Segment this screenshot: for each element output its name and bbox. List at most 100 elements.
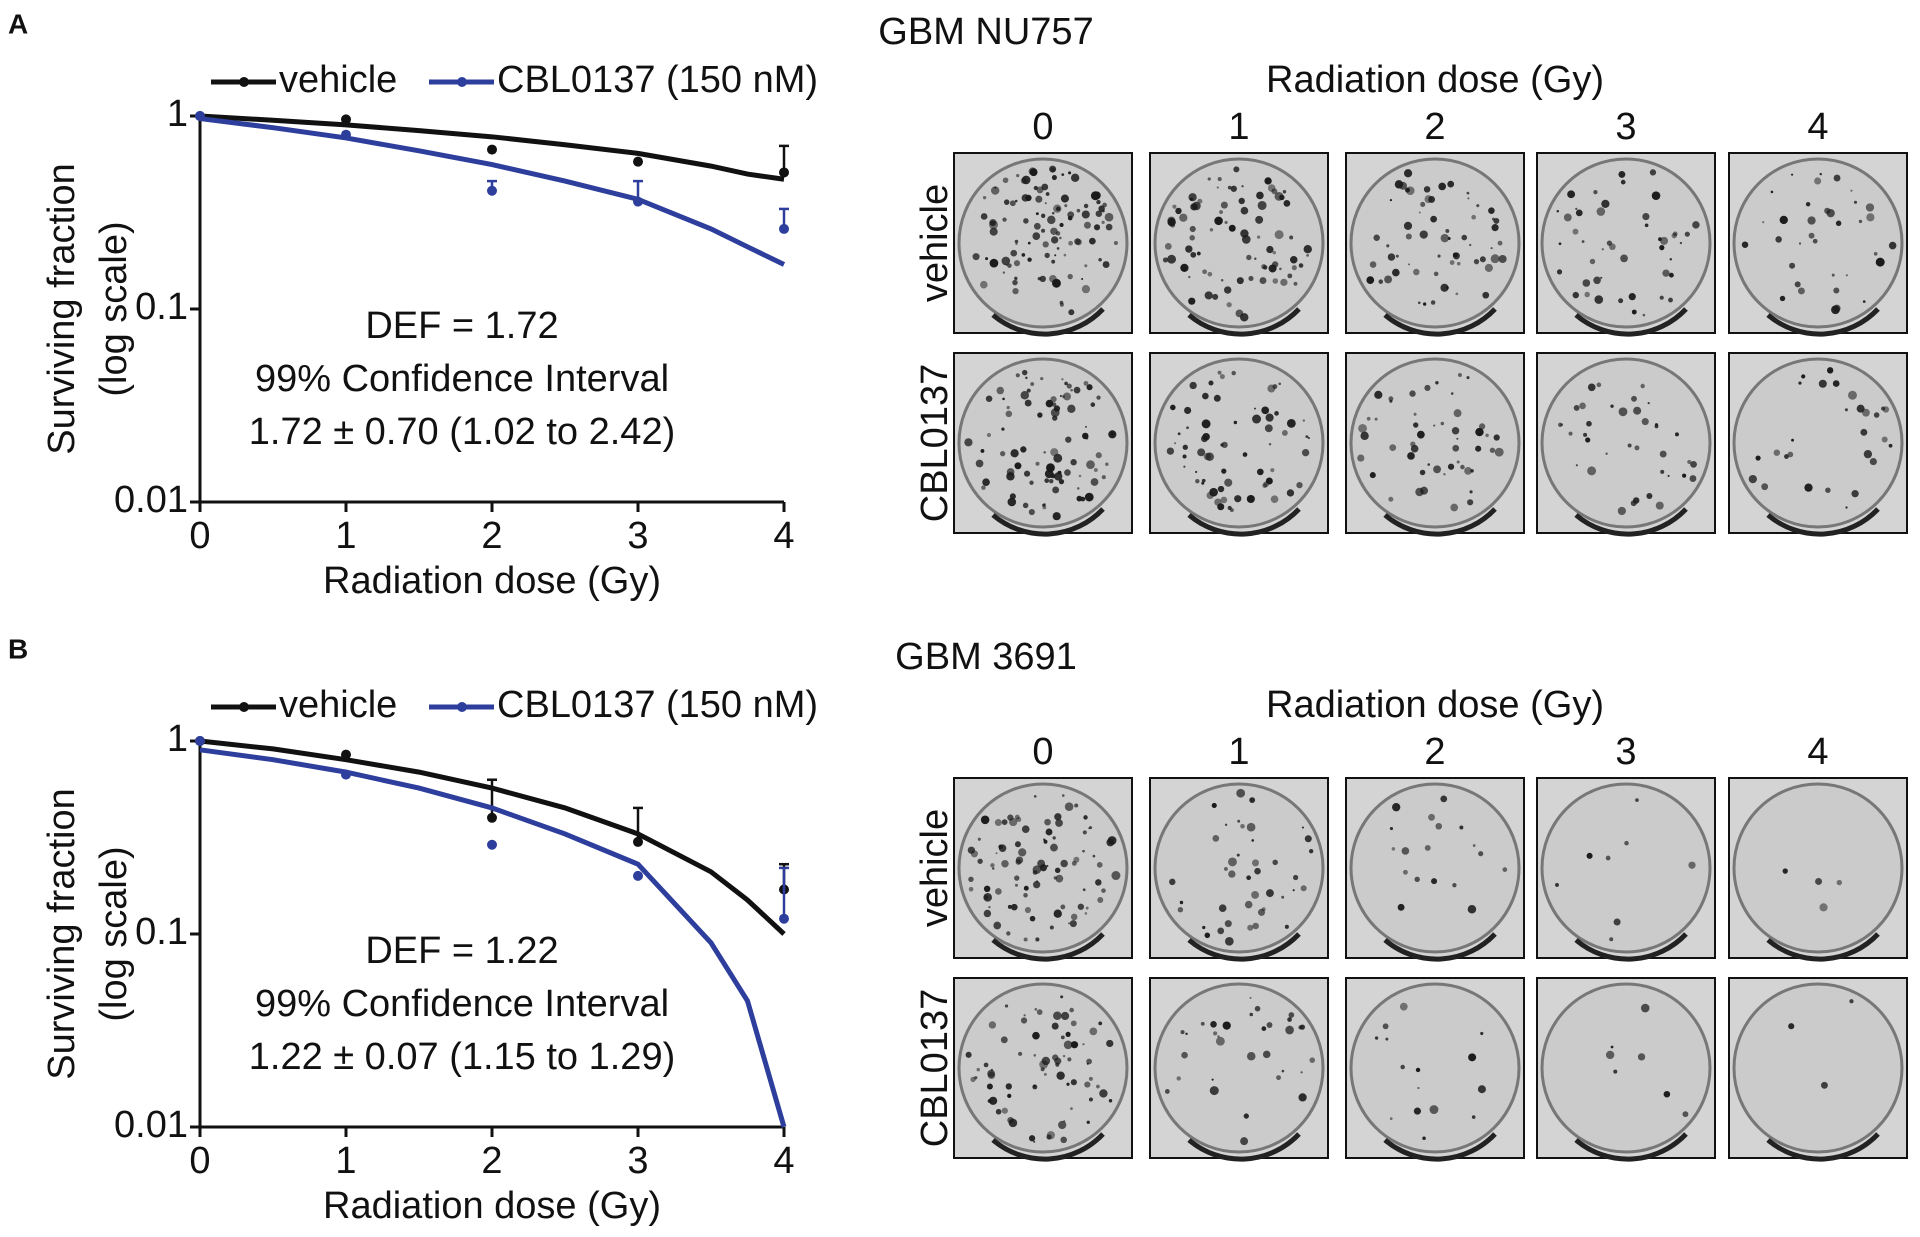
- colony: [1220, 279, 1224, 282]
- colony: [1001, 256, 1011, 266]
- colony: [1391, 847, 1396, 851]
- colony: [1067, 1057, 1072, 1062]
- colony: [1831, 273, 1835, 277]
- colony: [1007, 904, 1012, 909]
- colony: [1572, 228, 1579, 235]
- colony: [1679, 241, 1683, 245]
- colony: [1502, 867, 1508, 872]
- colony: [1224, 478, 1233, 487]
- colony: [1419, 469, 1426, 476]
- colony: [1374, 417, 1378, 421]
- colony: [1209, 487, 1218, 497]
- colony: [1812, 238, 1818, 244]
- colony: [1419, 230, 1428, 239]
- plate-well: [957, 357, 1129, 529]
- colony: [1213, 394, 1221, 402]
- colony: [1301, 448, 1310, 457]
- colony: [1053, 204, 1062, 213]
- colony: [1217, 177, 1222, 182]
- colony: [1272, 859, 1278, 866]
- colony: [977, 837, 981, 841]
- colony: [1044, 469, 1054, 479]
- colony: [1253, 407, 1257, 410]
- colony: [1188, 275, 1191, 279]
- colony: [1669, 258, 1672, 261]
- colony: [1869, 457, 1877, 466]
- colony: [1070, 913, 1078, 921]
- colony: [1296, 481, 1303, 489]
- colony: [998, 844, 1007, 852]
- colony: [1063, 1120, 1066, 1123]
- colony: [1476, 204, 1480, 208]
- colony: [1276, 1075, 1281, 1081]
- colony: [1274, 191, 1284, 201]
- colony: [1605, 855, 1611, 861]
- colony: [1281, 1069, 1285, 1073]
- colony: [1076, 495, 1083, 502]
- colony: [1224, 220, 1228, 225]
- colony: [1005, 410, 1013, 418]
- colony: [1798, 242, 1802, 245]
- plate-rim: [1574, 932, 1688, 962]
- y-tick-label: 0.1: [135, 911, 188, 953]
- data-point: [779, 913, 789, 924]
- colony: [1452, 252, 1458, 258]
- colony: [1473, 259, 1480, 265]
- colony: [1058, 1120, 1067, 1130]
- x-tick-label: 3: [627, 515, 648, 557]
- colony: [1007, 1093, 1012, 1099]
- colony: [1053, 405, 1061, 412]
- colony: [1254, 257, 1257, 260]
- colony: [1248, 275, 1254, 281]
- colony: [1389, 826, 1394, 831]
- colony: [1300, 1071, 1303, 1074]
- colony: [1044, 478, 1050, 483]
- colony: [1818, 379, 1827, 388]
- colony: [1037, 859, 1046, 868]
- colony: [1881, 406, 1886, 411]
- colony: [1466, 191, 1470, 195]
- colony: [1182, 444, 1188, 450]
- colony: [977, 858, 983, 864]
- colony: [1002, 397, 1005, 401]
- plate-well: [1153, 782, 1325, 954]
- colony: [1070, 1107, 1073, 1111]
- plate-column-label: 1: [1228, 731, 1249, 773]
- colony: [1405, 187, 1410, 193]
- colony: [1845, 274, 1848, 277]
- colony: [1174, 442, 1177, 445]
- colony: [1064, 802, 1074, 811]
- data-point: [633, 196, 643, 207]
- colony: [974, 1076, 978, 1080]
- colony: [1083, 221, 1091, 229]
- colony: [1230, 185, 1237, 192]
- colony: [1575, 464, 1578, 467]
- colony: [1417, 301, 1421, 305]
- colony: [1200, 1021, 1205, 1026]
- colony: [1659, 295, 1664, 300]
- colony: [1217, 370, 1222, 375]
- colony: [1826, 208, 1835, 218]
- colony: [1207, 177, 1211, 181]
- colony: [1287, 1017, 1292, 1022]
- y-axis-label: Surviving fraction: [41, 163, 83, 454]
- colony: [980, 213, 988, 220]
- colony: [1179, 900, 1184, 905]
- colony: [1012, 287, 1019, 295]
- colony: [980, 448, 985, 453]
- colony: [1755, 455, 1761, 461]
- colony: [1456, 437, 1459, 440]
- colony: [1164, 1089, 1170, 1094]
- colony: [1023, 218, 1029, 224]
- colony: [1845, 506, 1848, 509]
- colony: [1084, 912, 1088, 915]
- plate-rim: [991, 1132, 1105, 1162]
- colony: [1259, 277, 1267, 285]
- colony: [1049, 165, 1057, 173]
- colony: [1217, 1035, 1220, 1038]
- colony: [1247, 924, 1254, 931]
- colony: [1489, 447, 1496, 453]
- colony: [1556, 210, 1560, 213]
- colony: [1833, 287, 1840, 294]
